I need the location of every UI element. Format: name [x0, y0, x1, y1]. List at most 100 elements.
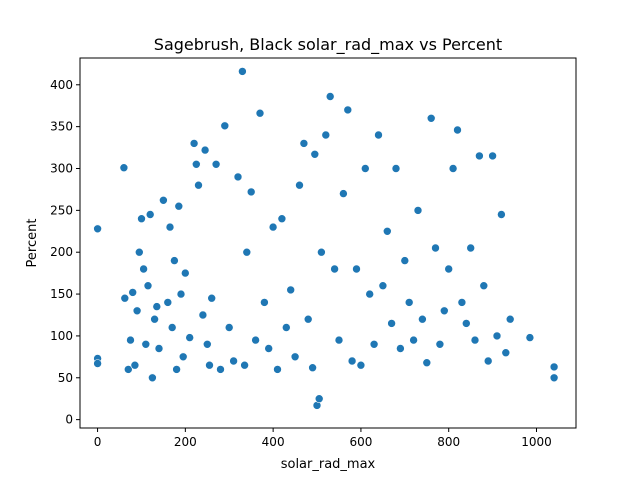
data-point [120, 293, 130, 303]
y-tick-label: 0 [65, 413, 73, 427]
y-axis-ticks: 0 50 100 150 200 250 300 350 400 [50, 78, 80, 427]
chart-title: Sagebrush, Black solar_rad_max vs Percen… [154, 35, 502, 55]
data-point [93, 359, 102, 368]
x-tick-label: 400 [262, 435, 285, 449]
x-tick-label: 600 [349, 435, 372, 449]
data-point [119, 163, 129, 172]
y-tick-label: 400 [50, 78, 73, 92]
data-point [141, 339, 151, 349]
data-point [525, 333, 535, 342]
data-point [444, 264, 454, 274]
data-point [194, 180, 203, 190]
data-point [150, 314, 159, 324]
data-point [240, 360, 249, 370]
data-point [347, 356, 357, 366]
data-point [483, 356, 493, 366]
data-point [174, 201, 184, 211]
data-point [461, 319, 471, 328]
data-point [457, 298, 467, 307]
x-axis-ticks: 0 200 400 600 800 1000 [94, 428, 552, 449]
data-point [165, 222, 175, 232]
data-point [488, 151, 497, 161]
y-tick-label: 200 [50, 245, 73, 259]
data-point [273, 365, 282, 374]
data-point [439, 306, 449, 316]
data-point [321, 130, 331, 140]
data-point [220, 121, 230, 131]
data-point [308, 363, 317, 373]
data-point [224, 323, 234, 332]
data-point [374, 130, 383, 140]
data-point [181, 268, 190, 278]
data-point [233, 172, 243, 182]
data-point [148, 373, 157, 383]
data-point [251, 335, 260, 345]
data-point [277, 214, 287, 223]
data-point [549, 373, 559, 383]
data-point [185, 333, 194, 342]
data-point [255, 108, 265, 118]
data-point [391, 164, 401, 173]
data-point [479, 281, 489, 291]
data-point [207, 293, 216, 303]
data-point [413, 206, 423, 215]
data-point [139, 264, 148, 274]
data-point [286, 285, 296, 295]
data-point [189, 139, 199, 148]
data-point [159, 196, 168, 205]
data-point [198, 310, 208, 320]
data-point [200, 145, 210, 155]
data-point [352, 264, 361, 274]
x-axis-title: solar_rad_max [281, 457, 376, 472]
data-point [167, 323, 177, 332]
data-point [453, 125, 462, 135]
data-point [281, 323, 291, 332]
data-point [501, 348, 511, 358]
data-point [264, 344, 274, 353]
x-tick-label: 800 [437, 435, 460, 449]
data-point [325, 92, 335, 101]
data-point [152, 302, 162, 311]
data-point [378, 281, 388, 291]
y-axis-title: Percent [25, 219, 40, 268]
data-point [314, 394, 324, 404]
data-point [126, 335, 135, 345]
data-point [130, 360, 140, 370]
data-point [143, 281, 153, 291]
data-point [339, 189, 348, 198]
x-tick-label: 0 [94, 435, 102, 449]
x-tick-label: 1000 [521, 435, 552, 449]
data-point [310, 150, 320, 159]
data-point [242, 247, 252, 257]
data-point [124, 365, 133, 374]
data-point [330, 264, 339, 274]
data-point [135, 247, 144, 257]
y-tick-label: 250 [50, 203, 73, 217]
data-point [268, 222, 278, 232]
y-tick-label: 350 [50, 120, 73, 134]
data-point [470, 335, 480, 345]
data-point [145, 210, 155, 219]
data-point [260, 298, 269, 307]
data-point [404, 298, 414, 307]
data-point [211, 160, 221, 169]
data-point [172, 365, 181, 374]
data-point [229, 356, 238, 366]
data-point [93, 224, 102, 234]
data-point [192, 160, 201, 169]
data-point [295, 180, 304, 190]
data-point [549, 362, 559, 372]
data-point [317, 247, 326, 257]
data-point [435, 339, 445, 349]
data-point [128, 288, 137, 297]
data-point [396, 344, 405, 353]
data-point [365, 289, 375, 299]
data-point [246, 187, 256, 197]
data-point [238, 67, 247, 76]
data-point [409, 335, 418, 345]
plot-frame [79, 57, 577, 429]
data-points [93, 67, 559, 410]
data-point [178, 352, 188, 362]
data-point [216, 365, 225, 374]
